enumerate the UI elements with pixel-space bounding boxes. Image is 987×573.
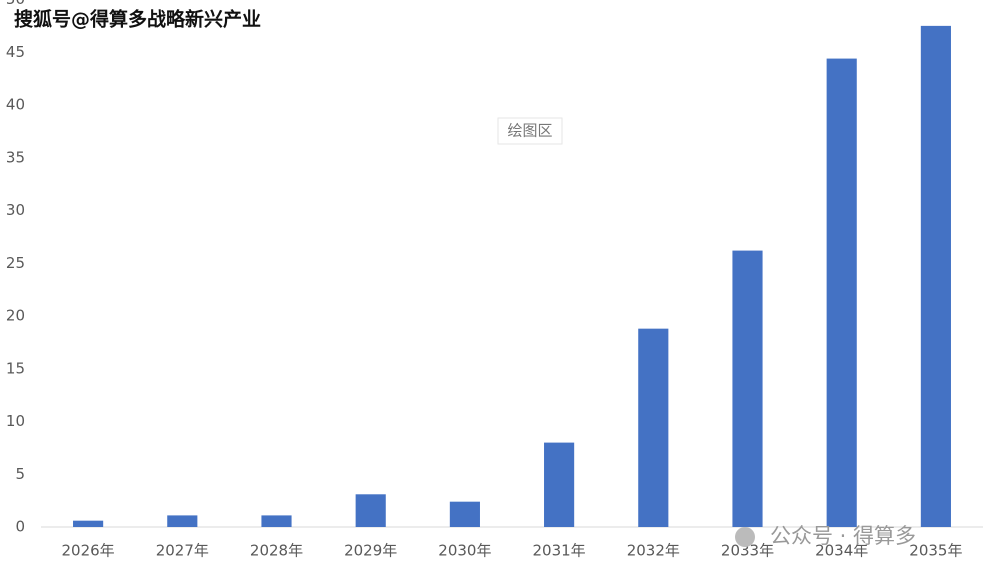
y-tick-label: 50 bbox=[6, 0, 25, 8]
y-tick-label: 30 bbox=[6, 201, 25, 219]
y-tick-label: 15 bbox=[6, 359, 25, 377]
y-tick-label: 5 bbox=[15, 465, 25, 483]
annotation: 绘图区 bbox=[507, 122, 552, 140]
bar bbox=[167, 515, 198, 527]
bar bbox=[920, 25, 951, 527]
watermark: 搜狐号@得算多战略新兴产业 bbox=[14, 8, 261, 31]
y-tick-label: 10 bbox=[6, 412, 25, 430]
bar bbox=[73, 520, 104, 527]
bar bbox=[449, 501, 480, 527]
footer-watermark: 公众号 · 得算多 bbox=[770, 524, 916, 548]
x-tick-label: 2034年 bbox=[815, 542, 868, 560]
bar bbox=[261, 515, 292, 527]
y-tick-label: 40 bbox=[6, 96, 25, 114]
annotation-box bbox=[497, 117, 563, 145]
wechat-icon bbox=[735, 527, 755, 547]
bar bbox=[732, 250, 763, 527]
y-tick-label: 35 bbox=[6, 148, 25, 166]
y-tick-label: 45 bbox=[6, 43, 25, 61]
x-tick-label: 2028年 bbox=[250, 542, 303, 560]
bar bbox=[544, 442, 575, 527]
x-tick-label: 2026年 bbox=[62, 542, 115, 560]
x-tick-label: 2031年 bbox=[533, 542, 586, 560]
bar bbox=[355, 494, 386, 527]
x-tick-label: 2030年 bbox=[438, 542, 491, 560]
x-tick-label: 2032年 bbox=[627, 542, 680, 560]
x-tick-label: 2033年 bbox=[721, 542, 774, 560]
y-tick-label: 25 bbox=[6, 254, 25, 272]
x-tick-label: 2035年 bbox=[909, 542, 962, 560]
y-tick-label: 20 bbox=[6, 307, 25, 325]
y-tick-label: 0 bbox=[15, 518, 25, 536]
x-tick-label: 2027年 bbox=[156, 542, 209, 560]
bar bbox=[826, 58, 857, 528]
x-tick-label: 2029年 bbox=[344, 542, 397, 560]
bar bbox=[638, 328, 669, 527]
